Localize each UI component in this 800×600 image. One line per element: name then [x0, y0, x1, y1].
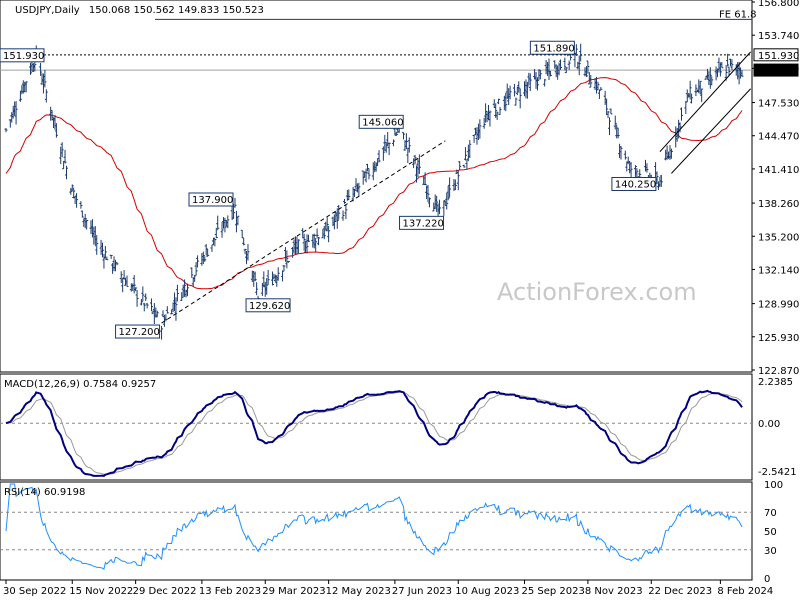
rsi-panel [0, 481, 753, 581]
annotation-label: 127.200 [119, 327, 160, 338]
y-tick-label: 135.200 [758, 232, 799, 243]
annotation-box [245, 298, 291, 313]
x-tick-label: 12 May 2023 [326, 586, 391, 597]
x-tick-label: 10 Aug 2023 [455, 586, 519, 597]
y-tick-label: 138.260 [758, 199, 799, 210]
annotation-box [529, 40, 575, 55]
x-tick-label: 30 Sep 2022 [3, 586, 66, 597]
x-tick-label: 25 Sep 2023 [522, 586, 585, 597]
moving-average [5, 77, 743, 290]
rsi-tick-label: 50 [764, 527, 777, 538]
annotation-box [399, 215, 445, 230]
symbol-label: USDJPY,Daily 150.068 150.562 149.833 150… [15, 5, 264, 16]
annotation-label: 129.620 [249, 301, 290, 312]
rsi-tick-label: 30 [764, 546, 777, 557]
rsi-line [5, 483, 743, 571]
annotation-label: 137.900 [192, 195, 233, 206]
annotation-label: 151.890 [533, 43, 574, 54]
x-tick-label: 22 Dec 2023 [648, 586, 712, 597]
y-tick-label: 125.930 [758, 333, 799, 344]
y-tick-label: 128.990 [758, 300, 799, 311]
annotation-label: 145.060 [362, 117, 403, 128]
price-tag [753, 48, 799, 62]
annotation-label: 137.220 [403, 218, 444, 229]
macd-lines: 2.2385 0.00 -2.5421 [0, 377, 797, 478]
x-tick-label: 13 Feb 2023 [199, 586, 261, 597]
macd-line [5, 389, 743, 477]
macd-tick-label: -2.5421 [758, 467, 797, 478]
price-tag-label: 150.523 [758, 66, 799, 77]
price-tag [753, 63, 799, 77]
y-tick-label: 144.470 [758, 132, 799, 143]
y-tick-label: 132.140 [758, 265, 799, 276]
fib-label: FE 61.8 [719, 9, 757, 20]
annotations: 151.930 127.200 137.900 129.620 145.060 137.2… [0, 40, 657, 339]
trend-channels [161, 51, 752, 324]
annotation-box [0, 48, 45, 63]
x-tick-label: 27 Jun 2023 [392, 586, 452, 597]
candles [4, 43, 744, 340]
price-axis: 156.800153.740150.680147.530144.470141.4… [752, 0, 799, 377]
price-grid: FE 61.8 [0, 9, 757, 71]
x-tick-label: 15 Nov 2022 [69, 586, 133, 597]
channel-line [671, 88, 752, 174]
annotation-box [358, 114, 404, 129]
x-tick-label: 8 Feb 2024 [717, 586, 773, 597]
x-tick-label: 29 Mar 2023 [262, 586, 325, 597]
x-tick-label: 8 Nov 2023 [585, 586, 643, 597]
annotation-box [115, 324, 161, 339]
y-tick-label: 141.410 [758, 165, 799, 176]
rsi-lines: 100 70 50 30 0 [0, 480, 783, 585]
watermark: ActionForex.com [497, 278, 697, 306]
annotation-label: 140.250 [615, 179, 656, 190]
rsi-tick-label: 100 [764, 480, 783, 491]
macd-tick-label: 0.00 [758, 419, 780, 430]
y-tick-label: 156.800 [758, 0, 799, 9]
channel-line [161, 140, 446, 324]
rsi-tick-label: 70 [764, 508, 777, 519]
annotation-label: 151.930 [3, 51, 44, 62]
x-tick-label: 29 Dec 2022 [133, 586, 197, 597]
channel-line [659, 51, 752, 153]
macd-label: MACD(12,26,9) 0.7584 0.9257 [4, 379, 156, 390]
annotation-box [188, 192, 234, 207]
price-tag-label: 151.930 [758, 51, 799, 62]
annotation-box [611, 176, 657, 191]
y-tick-label: 147.530 [758, 99, 799, 110]
macd-tick-label: 2.2385 [758, 377, 793, 388]
rsi-label: RSI(14) 60.9198 [4, 487, 85, 498]
y-tick-label: 122.870 [758, 366, 799, 377]
rsi-tick-label: 0 [764, 574, 770, 585]
macd-panel [0, 373, 753, 481]
macd-signal-line [5, 391, 743, 475]
x-axis: 30 Sep 2022 15 Nov 2022 29 Dec 2022 13 Feb … [3, 580, 773, 597]
moving-average-line [5, 77, 743, 290]
y-tick-label: 153.740 [758, 31, 799, 42]
